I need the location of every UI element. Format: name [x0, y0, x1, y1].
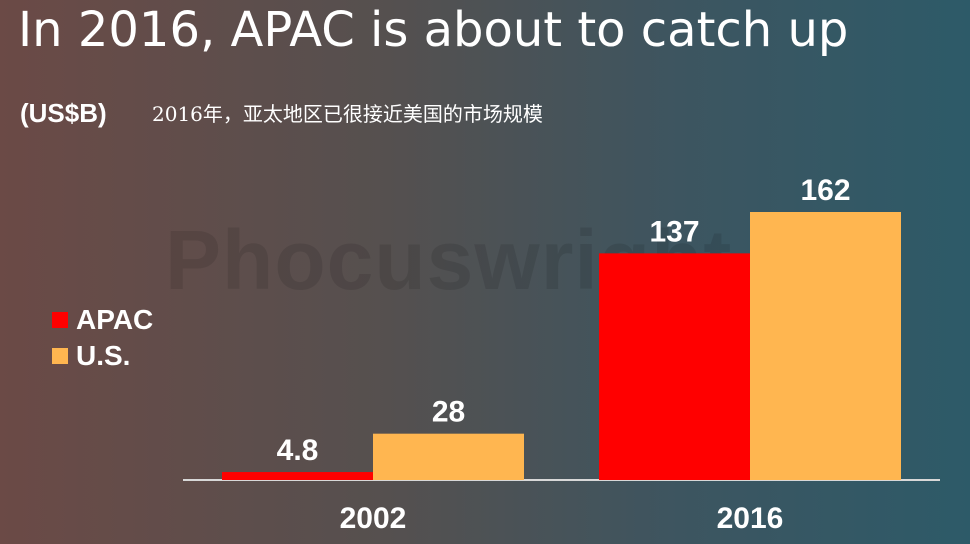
x-tick-label-2016: 2016 [717, 502, 784, 535]
bar-us-2016 [750, 212, 901, 480]
legend-label-us: U.S. [76, 340, 131, 371]
bar-apac-2002 [222, 472, 373, 480]
slide-title: In 2016, APAC is about to catch up [18, 2, 849, 58]
data-label-us-2016: 162 [800, 174, 850, 207]
legend-label-apac: APAC [76, 304, 154, 335]
bar-apac-2016 [599, 253, 750, 480]
legend-item-apac: APAC [52, 302, 153, 338]
data-label-us-2002: 28 [432, 396, 465, 429]
data-label-apac-2002: 4.8 [277, 434, 319, 467]
chart-legend: APAC U.S. [52, 302, 153, 374]
legend-swatch-us [52, 348, 68, 364]
x-tick-label-2002: 2002 [340, 502, 407, 535]
unit-label: (US$B) [20, 98, 107, 128]
legend-item-us: U.S. [52, 338, 153, 374]
bar-us-2002 [373, 433, 524, 480]
data-label-apac-2016: 137 [649, 215, 699, 248]
legend-swatch-apac [52, 312, 68, 328]
slide-subtitle: 2016年，亚太地区已很接近美国的市场规模 [152, 102, 543, 126]
